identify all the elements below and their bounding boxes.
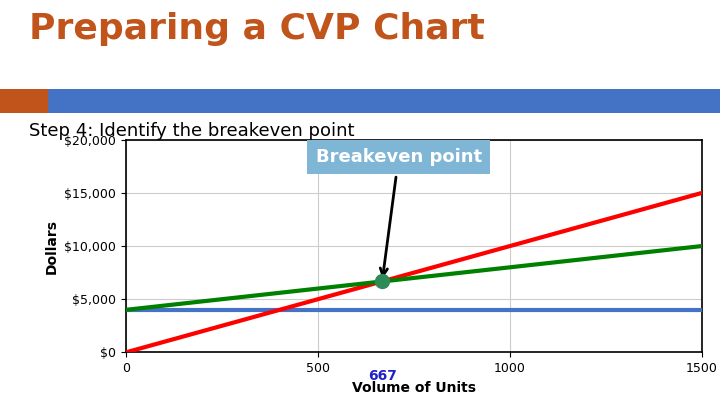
Bar [0,89,47,113]
Y-axis label: Dollars: Dollars [45,219,59,273]
Text: 667: 667 [368,369,397,384]
Text: Step 4: Identify the breakeven point: Step 4: Identify the breakeven point [29,122,354,139]
Text: Breakeven point: Breakeven point [315,148,482,276]
Text: Preparing a CVP Chart: Preparing a CVP Chart [29,12,485,46]
X-axis label: Volume of Units: Volume of Units [352,381,476,394]
